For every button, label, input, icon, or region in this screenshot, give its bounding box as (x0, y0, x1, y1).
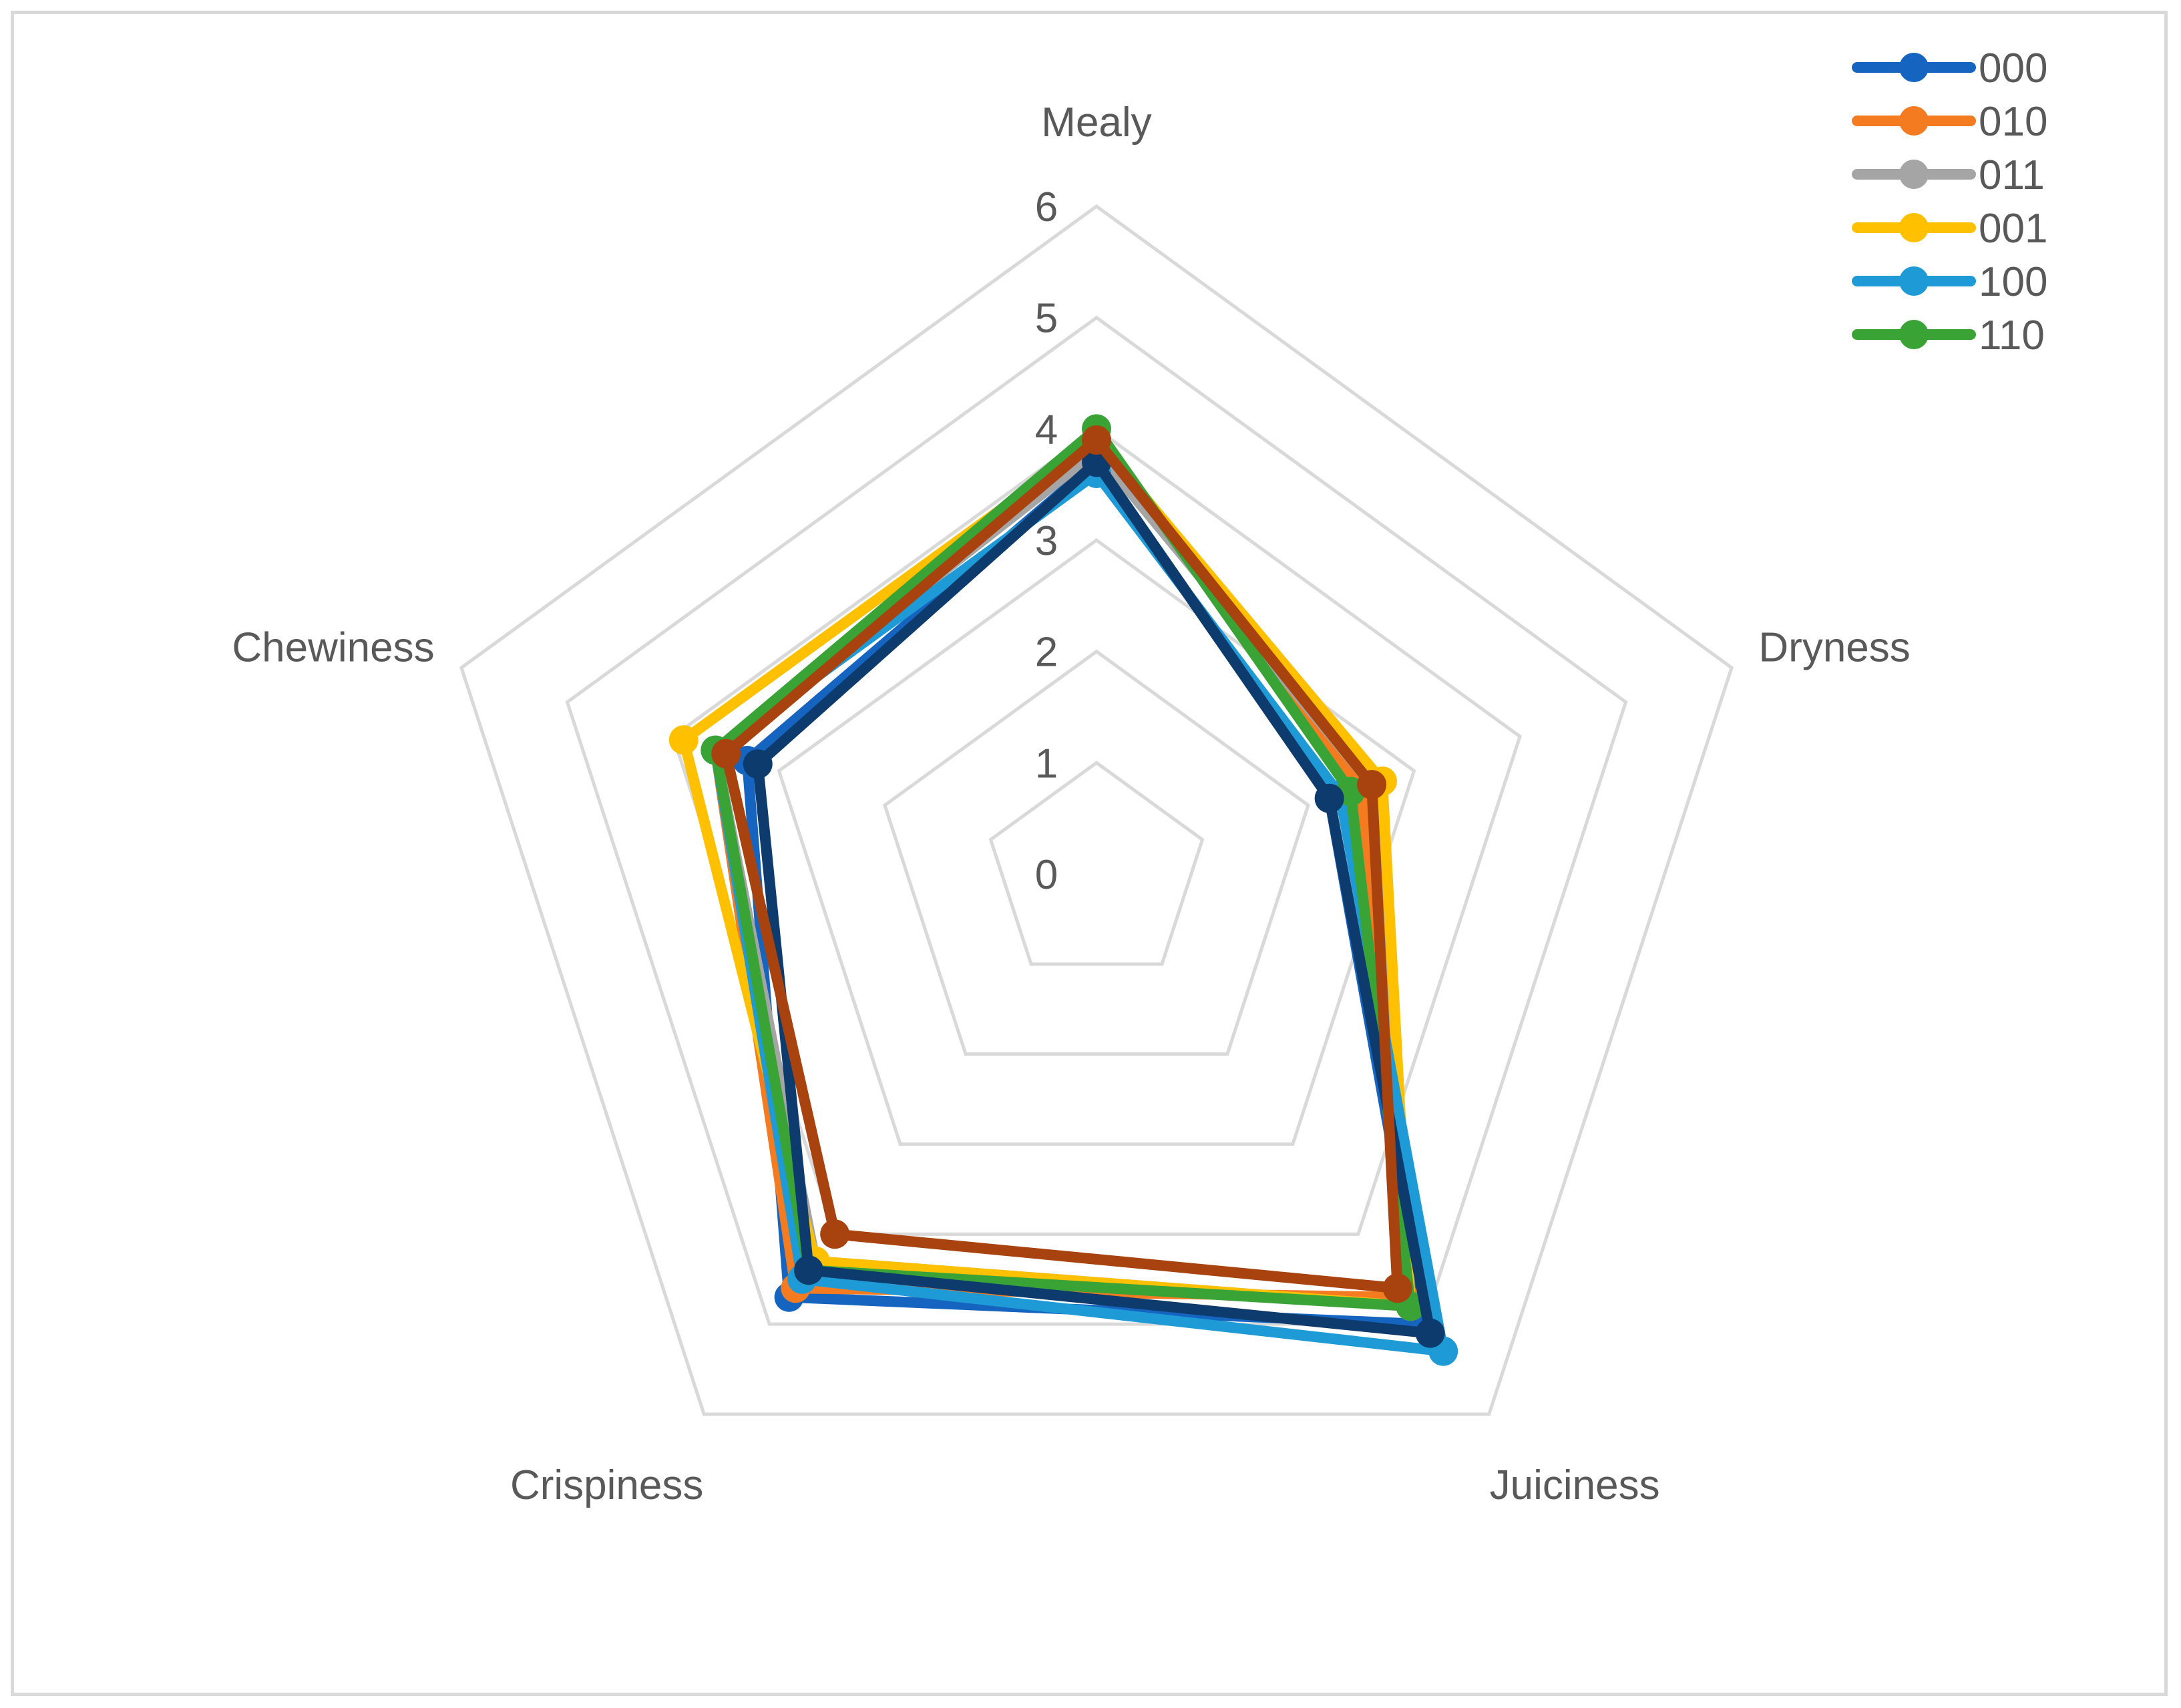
legend-swatch-marker (1899, 160, 1929, 189)
data-point (793, 1255, 823, 1285)
tick-label-layer: 0 1 2 3 4 5 6 (1035, 184, 1058, 898)
tick-label: 5 (1035, 296, 1058, 342)
grid-ring-4 (671, 427, 1522, 1236)
data-point (1382, 1273, 1412, 1303)
series-line (721, 435, 1403, 1294)
legend-swatch-marker (1899, 266, 1929, 296)
axis-label-dryness: Dryness (1758, 625, 1910, 671)
legend-item-000: 000 (1852, 45, 2047, 91)
data-point (1082, 425, 1111, 455)
data-point (743, 749, 773, 779)
axis-label-juiciness: Juiciness (1490, 1462, 1660, 1508)
legend-item-011: 011 (1852, 152, 2045, 198)
series-extra-7 (711, 425, 1412, 1303)
legend-label: 011 (1979, 152, 2045, 198)
legend-label: 100 (1979, 259, 2047, 305)
tick-label: 3 (1035, 518, 1058, 564)
axis-label-layer: Mealy Dryness Juiciness Crispiness Chewiness (232, 99, 1910, 1508)
legend-swatch-marker (1899, 53, 1929, 82)
tick-label: 2 (1035, 630, 1058, 676)
data-point (1357, 770, 1387, 800)
legend-label: 000 (1979, 45, 2047, 91)
series-layer (668, 414, 1458, 1366)
legend-label: 001 (1979, 206, 2047, 252)
radar-chart: 0 1 2 3 4 5 6 Mealy Dryness Juiciness Crispiness C… (232, 45, 2047, 1508)
axis-label-crispiness: Crispiness (510, 1462, 703, 1508)
legend-item-001: 001 (1852, 206, 2047, 252)
grid-ring-3 (777, 538, 1416, 1146)
grid-ring-1 (988, 761, 1205, 966)
series-010 (701, 425, 1419, 1312)
axis-label-mealy: Mealy (1041, 99, 1151, 146)
legend-swatch-marker (1899, 106, 1929, 136)
series-011 (701, 436, 1426, 1321)
data-point (668, 725, 699, 755)
legend-item-100: 100 (1852, 259, 2047, 305)
grid-layer (459, 204, 1734, 1416)
grid-ring-5 (565, 315, 1628, 1326)
legend-swatch-marker (1899, 213, 1929, 242)
series-line (752, 457, 1436, 1339)
series-000 (732, 447, 1438, 1339)
tick-label: 1 (1035, 740, 1058, 787)
chart-frame: 0 1 2 3 4 5 6 Mealy Dryness Juiciness Crispiness C… (11, 11, 2168, 1696)
series-line (710, 423, 1416, 1312)
legend-item-010: 010 (1852, 99, 2047, 145)
data-point (820, 1219, 850, 1249)
legend: 000 010 011 001 100 110 (1852, 45, 2047, 359)
grid-ring-6 (459, 204, 1734, 1416)
grid-ring-2 (883, 649, 1310, 1056)
data-point (711, 738, 741, 769)
series-extra-6 (743, 447, 1445, 1348)
tick-label: 4 (1035, 407, 1058, 453)
axis-label-chewiness: Chewiness (232, 625, 434, 671)
legend-item-110: 110 (1852, 312, 2045, 359)
tick-label: 0 (1035, 852, 1058, 898)
tick-label: 6 (1035, 184, 1058, 230)
legend-label: 010 (1979, 99, 2047, 145)
legend-swatch-marker (1899, 320, 1929, 349)
data-point (1314, 783, 1344, 813)
legend-label: 110 (1979, 312, 2045, 359)
data-point (1415, 1318, 1445, 1348)
